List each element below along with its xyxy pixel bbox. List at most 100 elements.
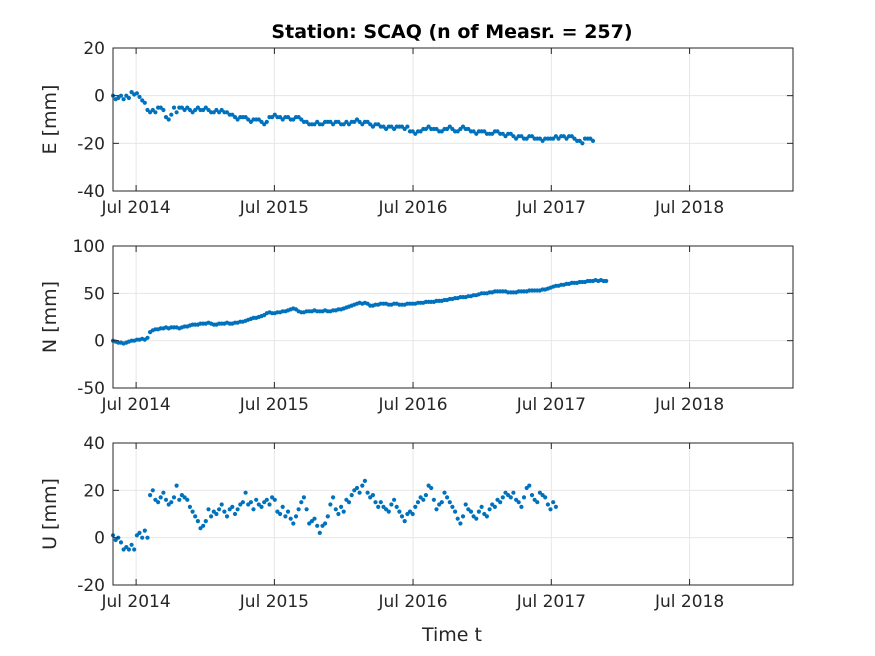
y-axis-label-east: E [mm] (39, 85, 61, 155)
axes-box-east (112, 47, 794, 192)
x-tick-label: Jul 2017 (516, 592, 586, 612)
data-point (511, 134, 516, 139)
data-point (418, 129, 423, 134)
data-point (259, 504, 264, 509)
data-point (312, 516, 317, 521)
data-point (182, 495, 187, 500)
data-point (312, 122, 317, 127)
data-point (203, 519, 208, 524)
data-point (471, 129, 476, 134)
data-point (543, 495, 548, 500)
data-point (352, 119, 357, 124)
plot-area-east (113, 48, 793, 191)
data-point (394, 504, 399, 509)
data-point (458, 521, 463, 526)
data-point (397, 509, 402, 514)
data-point (341, 122, 346, 127)
data-point (137, 94, 142, 99)
data-point (251, 507, 256, 512)
data-point (182, 107, 187, 113)
data-point (224, 110, 230, 115)
data-point (214, 511, 219, 517)
data-point (357, 490, 362, 495)
data-point (280, 117, 285, 122)
data-point (479, 504, 484, 509)
data-point (293, 514, 299, 519)
data-point (171, 495, 177, 500)
data-point (450, 126, 455, 132)
data-point (447, 500, 452, 505)
data-point (323, 521, 328, 526)
data-point (145, 535, 150, 540)
data-point (304, 507, 309, 512)
data-point (291, 117, 296, 122)
data-point (445, 126, 450, 132)
data-point (378, 500, 383, 505)
data-point (280, 504, 285, 509)
data-point (418, 495, 423, 500)
data-point (336, 119, 341, 124)
axes-box-up (112, 442, 794, 586)
data-point (402, 126, 407, 132)
data-point (283, 514, 288, 519)
data-point (132, 547, 137, 552)
y-tick-label: 0 (94, 332, 105, 352)
data-point (264, 497, 269, 502)
data-point (246, 117, 251, 122)
x-tick-label: Jul 2018 (654, 395, 724, 415)
data-point (349, 493, 354, 498)
data-point (301, 495, 306, 500)
data-point (193, 107, 198, 113)
y-axis-label-up: U [mm] (39, 478, 61, 550)
y-tick-label: 0 (94, 87, 105, 107)
data-point (153, 110, 158, 115)
data-point (556, 136, 561, 141)
data-point (328, 502, 333, 507)
data-point (415, 500, 421, 505)
data-point (288, 516, 293, 521)
data-point (158, 495, 163, 500)
data-point (423, 126, 428, 132)
data-point (508, 495, 513, 500)
data-point (384, 126, 389, 132)
y-tick-label: 100 (73, 237, 105, 257)
data-point (158, 105, 163, 110)
x-tick-label: Jul 2014 (101, 395, 171, 415)
data-point (487, 507, 492, 512)
data-point (445, 495, 450, 500)
data-point (553, 504, 559, 509)
data-point (545, 502, 551, 507)
data-point (161, 490, 166, 495)
data-point (256, 502, 261, 507)
data-point (453, 509, 458, 514)
data-point (161, 107, 166, 113)
data-point (484, 514, 489, 519)
data-point (402, 519, 407, 524)
figure-title: Station: SCAQ (n of Measr. = 257) (271, 21, 632, 43)
data-point (150, 488, 155, 493)
data-point (413, 504, 418, 509)
data-point (217, 507, 222, 512)
y-tick-label: 50 (83, 284, 105, 304)
data-point (145, 335, 150, 340)
data-point (331, 122, 336, 127)
data-point (296, 507, 301, 512)
data-point (275, 509, 280, 514)
data-point (590, 138, 596, 143)
x-tick-label: Jul 2014 (101, 198, 171, 218)
x-tick-label: Jul 2015 (239, 198, 309, 218)
data-point (373, 500, 378, 505)
x-tick-label: Jul 2016 (377, 592, 447, 612)
data-point (235, 507, 240, 512)
data-point (222, 509, 227, 514)
data-point (357, 119, 362, 124)
data-point (455, 129, 460, 134)
data-point (346, 500, 352, 505)
data-point (392, 497, 397, 502)
data-point (527, 483, 532, 488)
data-point (156, 500, 161, 505)
x-tick-label: Jul 2017 (516, 198, 586, 218)
data-point (413, 131, 418, 136)
data-point (185, 497, 190, 502)
